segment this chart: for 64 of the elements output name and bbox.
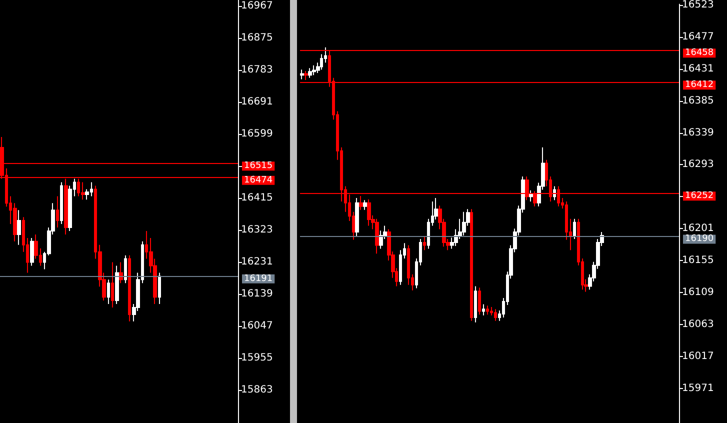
candlestick (111, 262, 114, 308)
y-tick-label: 16323 (241, 224, 273, 236)
candlestick (359, 195, 363, 210)
y-tick-label: 16047 (241, 320, 273, 332)
candlestick (494, 308, 497, 322)
candlestick (367, 198, 371, 226)
y-tick-label: 15955 (241, 352, 273, 364)
y-tick-label: 16415 (241, 192, 273, 204)
candlestick (124, 254, 127, 284)
candlestick (312, 64, 316, 76)
candlestick (300, 69, 304, 80)
candlestick (304, 70, 308, 80)
candlestick (128, 254, 131, 322)
candlestick (423, 236, 426, 251)
y-tick-label: 16385 (682, 95, 714, 106)
candlestick (478, 287, 481, 316)
y-tick-label: 16431 (682, 63, 714, 74)
candlestick (573, 218, 576, 240)
candlestick (119, 262, 123, 284)
y-tick-label: 16599 (241, 128, 273, 140)
ref-line-label: 16190 (685, 234, 714, 244)
y-tick-label: 16155 (682, 255, 714, 266)
candlestick (553, 186, 556, 201)
ref-line-label: 16252 (685, 191, 714, 202)
candlestick (308, 68, 312, 78)
y-tick-label: 16201 (682, 223, 714, 234)
ref-line-label: 16458 (685, 48, 714, 58)
candlestick (363, 200, 367, 210)
y-tick-label: 16477 (682, 31, 714, 42)
ref-line-label: 16474 (244, 175, 273, 186)
candlestick (355, 198, 359, 237)
y-tick-label: 16967 (241, 0, 273, 12)
ref-line-label: 16191 (244, 274, 273, 284)
y-tick-label: 16109 (682, 286, 714, 298)
candlestick (379, 230, 383, 250)
y-tick-label: 16231 (241, 256, 273, 268)
ref-line-label: 16515 (244, 161, 273, 172)
candlestick (486, 305, 489, 316)
y-tick-label: 16875 (241, 32, 273, 44)
y-tick-label: 16783 (241, 64, 273, 76)
y-tick-label: 16523 (682, 0, 714, 10)
candlestick (474, 286, 477, 323)
candlestick (462, 211, 466, 236)
candlestick (60, 182, 63, 225)
y-tick-label: 16063 (682, 318, 714, 330)
candlestick (30, 237, 34, 266)
candlestick (17, 210, 21, 246)
candlestick (529, 190, 533, 202)
y-tick-label: 15971 (682, 382, 714, 394)
candlestick (56, 196, 59, 228)
ref-line-label: 16412 (685, 80, 714, 90)
y-tick-label: 16017 (682, 350, 714, 362)
candlestick (482, 304, 485, 316)
candlestick (158, 272, 161, 305)
candlestick (470, 208, 473, 322)
y-tick-label: 16293 (682, 159, 714, 170)
y-tick-label: 16139 (241, 288, 273, 300)
candlestick (81, 182, 85, 200)
candlestick (375, 218, 379, 254)
y-tick-label: 16339 (682, 127, 714, 138)
y-tick-label: 15863 (241, 384, 273, 396)
candlestick (115, 265, 119, 305)
y-tick-label: 16691 (241, 96, 273, 108)
candlestick (107, 279, 110, 305)
